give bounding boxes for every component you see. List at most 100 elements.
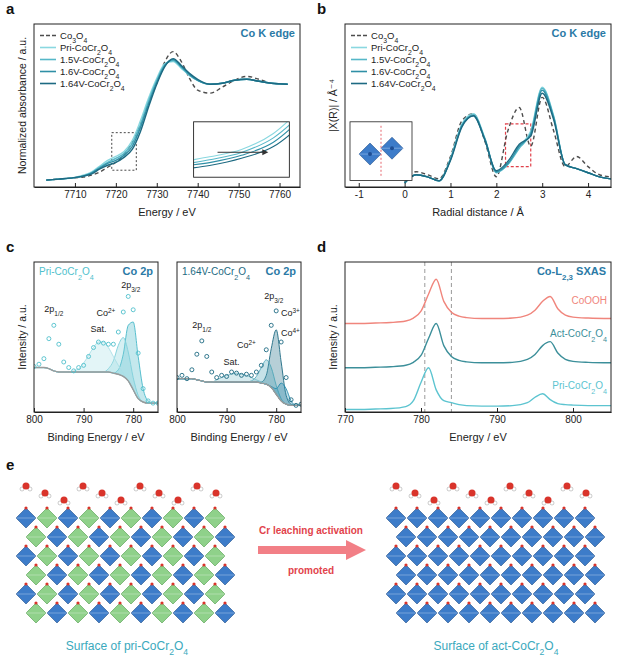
peak-label: Co2+ xyxy=(237,338,256,350)
data-point xyxy=(82,363,86,367)
oxygen-atom xyxy=(394,544,397,547)
octahedron xyxy=(564,603,584,623)
x-tick-label: -1 xyxy=(355,189,364,200)
oxygen-atom xyxy=(87,506,90,509)
text-part: Co xyxy=(96,308,108,318)
peak-label: Sat. xyxy=(90,324,106,334)
oxygen-atom xyxy=(404,601,407,604)
x-tick-label: 770 xyxy=(337,414,354,425)
text-part: Sat. xyxy=(90,324,106,334)
octahedron-edge xyxy=(110,575,130,576)
x-axis-line xyxy=(346,187,612,188)
octahedron-edge xyxy=(100,594,120,595)
water-oxygen xyxy=(194,483,201,490)
oxygen-atom xyxy=(55,601,58,604)
octahedron-edge xyxy=(89,613,109,614)
oxygen-atom xyxy=(129,544,132,547)
panel-letter: b xyxy=(317,0,326,17)
text-part: Surface of pri-CoC xyxy=(66,639,166,653)
chart: 770780790800Energy / eVIntensity / a.u.d… xyxy=(317,238,612,443)
octahedron xyxy=(438,565,458,585)
plot-background xyxy=(34,24,300,187)
octahedron-edge xyxy=(470,556,490,557)
x-tick-label: 780 xyxy=(125,414,142,425)
oxygen-atom xyxy=(446,601,449,604)
oxygen-atom xyxy=(415,544,418,547)
octahedron xyxy=(37,508,57,528)
octahedron xyxy=(163,584,183,604)
text-part: 1/2 xyxy=(54,309,63,316)
data-point xyxy=(52,323,56,327)
data-point xyxy=(126,294,130,298)
octahedron xyxy=(512,546,532,566)
x-tick-mark xyxy=(421,408,422,412)
octahedron xyxy=(68,603,88,623)
text-part: 1.64V-CoC xyxy=(60,78,107,89)
x-axis-title: Radial distance / Å xyxy=(432,206,524,218)
legend-swatch xyxy=(40,59,56,61)
octahedron xyxy=(184,508,204,528)
octahedron xyxy=(575,546,595,566)
octahedron xyxy=(215,603,235,623)
text-part: 1.64V-CoC xyxy=(371,78,418,89)
oxygen-atom xyxy=(593,525,596,528)
panel-letter: e xyxy=(6,456,14,473)
octahedron xyxy=(163,546,183,566)
octahedron xyxy=(142,584,162,604)
oxygen-atom xyxy=(97,601,100,604)
octahedron xyxy=(110,527,130,547)
octahedron xyxy=(89,603,109,623)
text-part: 1.6V-CoC xyxy=(371,66,412,77)
octahedron xyxy=(47,527,67,547)
x-tick-label: 7730 xyxy=(146,189,169,200)
oxygen-atom xyxy=(87,544,90,547)
x-tick-label: 780 xyxy=(268,414,285,425)
text-part: CoOOH xyxy=(571,295,607,306)
text-part: Co xyxy=(237,340,249,350)
x-tick: 790 xyxy=(76,408,93,425)
x-tick: 7730 xyxy=(146,183,169,200)
panel-letter: a xyxy=(6,0,15,17)
text-part: Co xyxy=(281,328,293,338)
oxygen-atom xyxy=(213,544,216,547)
octahedron-edge xyxy=(491,594,511,595)
octahedron xyxy=(386,546,406,566)
plot-title: 1.64V-CoCr2O4 xyxy=(182,266,250,282)
octahedron-edge xyxy=(100,518,120,519)
text-part: Pri-CoC xyxy=(371,42,405,53)
octahedron xyxy=(522,603,542,623)
octahedron-edge xyxy=(58,556,78,557)
text-part: Binding Energy / eV xyxy=(47,431,145,443)
x-tick-label: 0 xyxy=(402,189,408,200)
x-tick: 3 xyxy=(540,183,546,200)
octahedron-edge xyxy=(459,537,479,538)
x-tick-mark xyxy=(405,183,406,187)
figure: 771077207730774077507760Energy / eVNorma… xyxy=(0,0,622,671)
octahedron-edge xyxy=(131,613,151,614)
legend-swatch xyxy=(40,35,56,37)
octahedron-edge xyxy=(58,594,78,595)
oxygen-atom xyxy=(562,506,565,509)
legend-swatch xyxy=(351,59,367,61)
oxygen-atom xyxy=(171,544,174,547)
octahedron-edge xyxy=(37,556,57,557)
oxygen-atom xyxy=(404,525,407,528)
text-part: Act-CoC xyxy=(550,328,588,339)
data-point xyxy=(77,366,81,370)
x-axis-line xyxy=(35,412,159,413)
octahedron xyxy=(491,546,511,566)
octahedron xyxy=(89,565,109,585)
x-tick-mark xyxy=(276,408,277,412)
octahedron-edge xyxy=(37,594,57,595)
octahedron-edge xyxy=(501,575,521,576)
data-point xyxy=(284,376,288,380)
oxygen-atom xyxy=(66,506,69,509)
octahedron-edge xyxy=(121,594,141,595)
water-oxygen xyxy=(564,483,571,490)
reference-line xyxy=(424,262,425,412)
text-part: Co K edge xyxy=(241,27,295,39)
octahedron xyxy=(512,508,532,528)
text-part: 1/2 xyxy=(202,325,211,332)
octahedron xyxy=(152,527,172,547)
octahedron xyxy=(575,508,595,528)
